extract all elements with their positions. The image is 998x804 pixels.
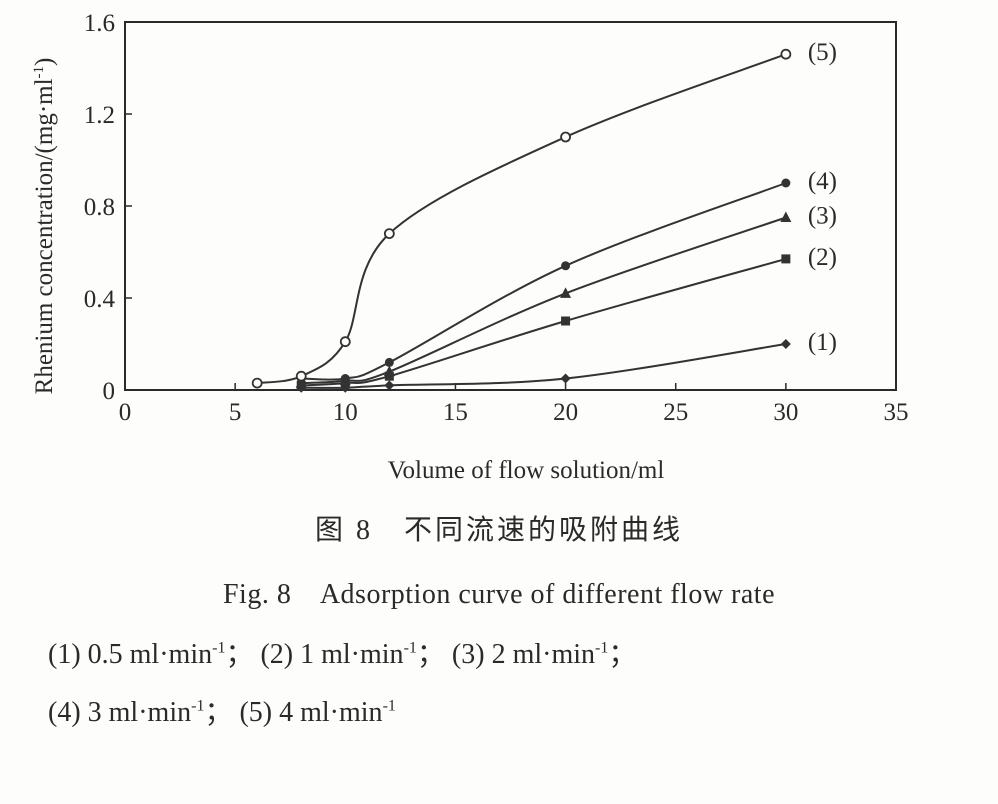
x-tick-label: 25 — [663, 399, 688, 426]
x-tick-label: 15 — [443, 399, 468, 426]
axis-ticks: 0 5 10 15 20 25 30 35 0 0.4 0.8 1.2 1.6 — [84, 10, 909, 426]
legend-val-3: 2 ml·min — [491, 639, 596, 670]
y-axis-title-sup: -1 — [31, 66, 47, 79]
x-tick-label: 0 — [119, 399, 132, 426]
y-tick-label: 0 — [103, 378, 116, 405]
legend-sup-5: -1 — [382, 697, 396, 715]
series-line-3 — [301, 216, 787, 385]
data-point-5 — [560, 131, 571, 143]
y-tick-label: 1.6 — [84, 10, 115, 37]
legend-val-1: 0.5 ml·min — [87, 639, 213, 670]
y-tick-label: 0.4 — [84, 286, 116, 313]
legend-sup-3: -1 — [595, 639, 609, 657]
legend-num-5: (5) — [239, 697, 273, 728]
flow-rate-legend-line-2: (4) 3 ml·min-1； (5) 4 ml·min-1 — [48, 697, 396, 728]
figure-caption-chinese: 图 8 不同流速的吸附曲线 — [314, 515, 683, 546]
series-1: (1) — [296, 329, 837, 393]
series-label-5: (5) — [808, 39, 837, 66]
legend-num-4: (4) — [48, 697, 81, 728]
series-label-1: (1) — [808, 329, 837, 356]
legend-sup-2: -1 — [403, 639, 417, 657]
data-point-1 — [384, 380, 395, 391]
data-point-5 — [780, 48, 792, 60]
data-point-4 — [561, 261, 571, 271]
legend-sup-4: -1 — [191, 697, 205, 715]
data-point-1 — [780, 339, 791, 349]
series-label-3: (3) — [808, 203, 837, 230]
data-point-5 — [251, 377, 263, 389]
data-point-3 — [780, 211, 792, 222]
data-point-5 — [383, 228, 395, 240]
data-point-2 — [781, 254, 791, 264]
chart: 0 5 10 15 20 25 30 35 0 0.4 0.8 1.2 1.6 (1) (2) (3) (4)… — [31, 10, 909, 484]
data-point-2 — [561, 316, 571, 326]
series-label-2: (2) — [808, 244, 837, 271]
data-point-5 — [339, 336, 351, 348]
legend-val-5: 4 ml·min — [279, 697, 383, 728]
series-layer: (1) (2) (3) (4) (5) — [251, 39, 837, 393]
series-line-4 — [301, 182, 787, 381]
series-line-2 — [301, 257, 787, 387]
data-point-4 — [340, 374, 350, 383]
data-point-4 — [384, 357, 394, 367]
y-axis-title-main: Rhenium concentration/(mg·ml — [31, 78, 58, 394]
series-5: (5) — [251, 39, 837, 389]
data-point-2 — [384, 371, 394, 381]
data-point-1 — [560, 373, 571, 384]
plot-axes — [124, 21, 897, 391]
legend-num-1: (1) — [48, 639, 81, 670]
flow-rate-legend-line-1: (1) 0.5 ml·min-1； (2) 1 ml·min-1； (3) 2 … — [48, 639, 637, 670]
plot-frame — [124, 21, 897, 391]
legend-val-2: 1 ml·min — [300, 639, 404, 670]
legend-num-3: (3) — [451, 639, 485, 670]
series-3: (3) — [295, 203, 837, 388]
x-tick-label: 10 — [333, 399, 358, 426]
data-point-4 — [781, 178, 791, 188]
data-point-5 — [295, 370, 307, 382]
y-axis-title: Rhenium concentration/(mg·ml-1) — [31, 58, 58, 395]
y-tick-label: 1.2 — [84, 102, 115, 129]
figure-caption-english: Fig. 8 Adsorption curve of different flo… — [222, 579, 776, 610]
data-point-3 — [383, 365, 395, 377]
legend-sup-1: -1 — [212, 639, 226, 657]
series-4: (4) — [296, 168, 837, 383]
y-axis-title-close: ) — [31, 58, 58, 66]
x-tick-label: 30 — [773, 399, 798, 426]
series-label-4: (4) — [808, 168, 837, 195]
legend-num-2: (2) — [260, 639, 294, 670]
legend-val-4: 3 ml·min — [87, 697, 192, 728]
data-point-3 — [560, 287, 572, 298]
x-tick-label: 5 — [229, 399, 242, 426]
x-axis-title: Volume of flow solution/ml — [388, 457, 665, 484]
x-tick-label: 20 — [553, 399, 578, 426]
y-tick-label: 0.8 — [84, 194, 115, 221]
x-tick-label: 35 — [884, 399, 909, 426]
